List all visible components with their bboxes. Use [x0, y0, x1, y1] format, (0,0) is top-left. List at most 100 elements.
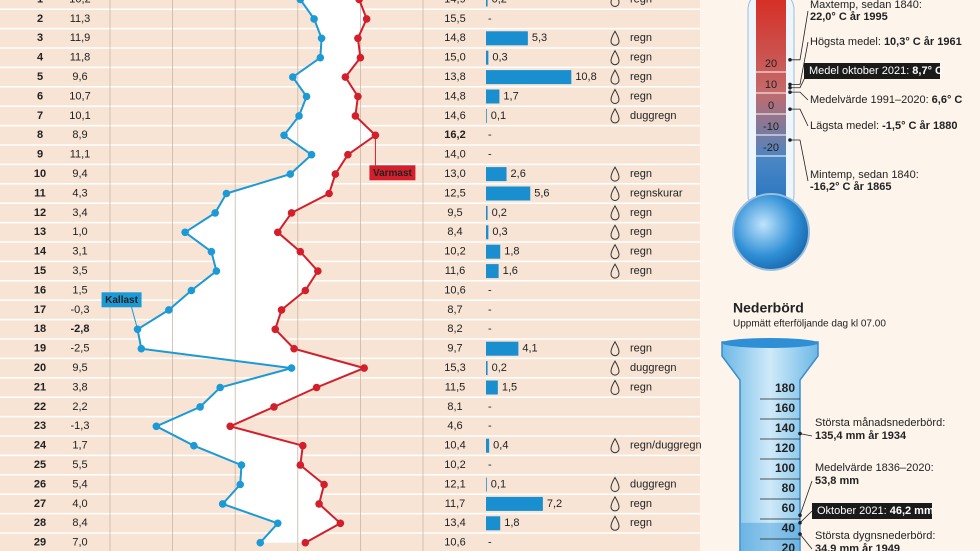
day: 8	[37, 129, 43, 141]
max-temp: 11,6	[445, 265, 466, 277]
min-temp-point	[222, 189, 231, 198]
precip-label: 0,2	[492, 362, 507, 374]
day: 9	[37, 149, 43, 161]
min-temp-point	[317, 34, 326, 43]
max-temp-point	[314, 267, 322, 275]
min-temp: 4,0	[72, 498, 87, 510]
precip-type: duggregn	[630, 110, 677, 122]
precip-type: regn	[630, 498, 652, 510]
min-temp-point	[296, 0, 305, 4]
max-temp: 13,0	[444, 168, 465, 180]
precip-label: -	[488, 149, 492, 161]
max-temp: 8,2	[447, 323, 462, 335]
marker-detail: 10,3° C år 1961	[884, 36, 962, 48]
min-temp-point	[165, 306, 173, 314]
marker-dot	[788, 58, 792, 62]
precip-label: -	[488, 459, 492, 471]
min-temp: 11,1	[70, 149, 91, 161]
drop-icon	[610, 379, 620, 395]
min-temp: 7,0	[72, 537, 87, 549]
max-temp: 4,6	[447, 420, 462, 432]
day: 27	[34, 498, 46, 510]
drop-icon	[610, 243, 620, 260]
thermometer-tick-label: -10	[763, 121, 779, 133]
precip-type: regn	[630, 90, 652, 102]
day: 6	[37, 90, 43, 102]
min-temp-point	[218, 500, 227, 508]
precip-bar	[486, 438, 490, 453]
day: 12	[34, 207, 46, 219]
drop-icon	[610, 476, 620, 492]
gauge-tick-label: 60	[782, 501, 796, 515]
drop-icon	[610, 88, 620, 104]
max-temp: 8,7	[447, 304, 462, 316]
max-temp: 9,5	[447, 207, 462, 219]
max-temp-point	[360, 364, 368, 372]
drop-icon	[610, 495, 620, 512]
precip-label: 10,8	[575, 71, 596, 83]
min-temp-point	[196, 403, 204, 411]
marker-detail: 135,4 mm år 1934	[815, 430, 907, 442]
coldest-box	[101, 292, 142, 308]
min-temp-point	[287, 364, 296, 372]
precip-label: -	[488, 420, 492, 432]
drop-icon	[610, 30, 620, 46]
min-temp: -1,3	[71, 420, 90, 432]
max-temp: 12,1	[444, 478, 465, 490]
marker-label: Oktober 2021:	[817, 505, 887, 517]
min-temp-point	[207, 247, 216, 256]
max-temp: 15,5	[444, 13, 465, 25]
min-temp-point	[256, 538, 265, 547]
min-temp: 8,4	[72, 517, 87, 529]
precip-label: 0,2	[492, 207, 507, 219]
precip-type: duggregn	[630, 478, 677, 490]
marker-detail: 53,8 mm	[815, 475, 859, 487]
max-temp: 14,0	[444, 149, 465, 161]
max-temp-point	[325, 189, 333, 198]
max-temp-point	[320, 480, 328, 489]
drop-icon	[610, 204, 620, 221]
day: 16	[34, 284, 46, 296]
max-temp: 11,7	[445, 498, 466, 510]
marker-line	[799, 510, 813, 524]
max-temp-point	[356, 53, 365, 62]
min-temp-point	[316, 53, 325, 62]
marker-text: Medel oktober 2021: 8,7° C	[809, 65, 943, 77]
warmest-label: Varmast	[373, 168, 413, 179]
marker-label: Maxtemp, sedan 1840:	[810, 0, 922, 11]
thermometer-tick-label: 0	[768, 100, 774, 112]
min-temp: 11,3	[70, 13, 91, 25]
min-temp: -0,3	[71, 304, 90, 316]
precip-label: 5,6	[534, 187, 549, 199]
marker-label: Medelvärde 1836–2020:	[815, 462, 934, 474]
min-temp-point	[273, 519, 282, 528]
marker-dot	[788, 107, 792, 111]
max-temp-point	[351, 112, 360, 120]
drop-icon	[610, 340, 620, 357]
day: 3	[37, 32, 43, 44]
precip-type: regn	[630, 207, 652, 219]
max-temp: 10,4	[444, 440, 465, 452]
min-temp: 10,7	[69, 90, 90, 102]
precip-label: 1,6	[503, 265, 518, 277]
max-temp-point	[341, 73, 350, 81]
precip-label: 4,1	[522, 343, 537, 355]
day: 22	[34, 401, 46, 413]
precip-type: regn/duggregn	[630, 440, 702, 452]
min-temp: 5,4	[72, 478, 87, 490]
drop-icon	[610, 0, 620, 7]
precip-type: regn	[630, 32, 652, 44]
min-temp: 2,2	[72, 401, 87, 413]
marker-dot	[788, 138, 792, 142]
min-temp-point	[310, 15, 318, 23]
max-temp-point	[296, 247, 305, 256]
min-temp-point	[288, 73, 297, 81]
precip-label: 0,4	[493, 440, 508, 452]
precip-label: 1,8	[504, 517, 519, 529]
max-temp-point	[299, 441, 307, 450]
max-temp-point	[344, 150, 352, 159]
precip-bar	[486, 70, 572, 85]
precip-label: 0,1	[491, 110, 506, 122]
thermometer-tick-label: 10	[765, 79, 777, 91]
min-temp: 9,5	[72, 362, 87, 374]
